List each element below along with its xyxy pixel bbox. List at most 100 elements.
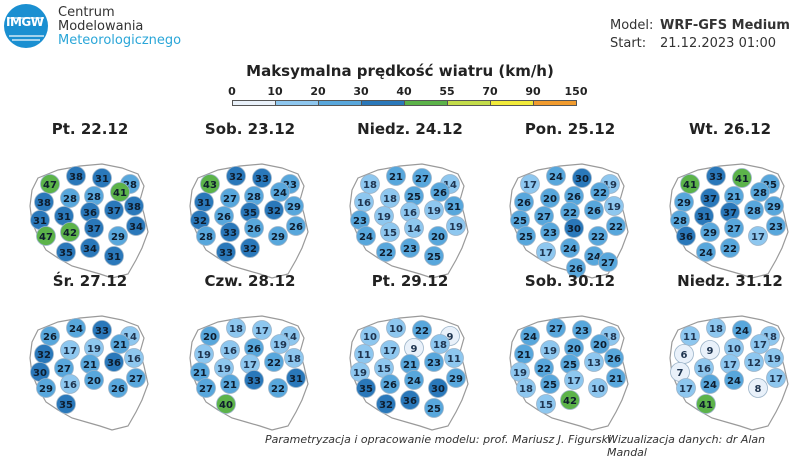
station-circle bbox=[216, 242, 236, 262]
station-marker: 31 bbox=[104, 246, 124, 266]
station-marker: 21 bbox=[444, 196, 464, 216]
scale-tick-label: 10 bbox=[267, 85, 283, 98]
station-marker: 24 bbox=[696, 242, 716, 262]
station-value: 16 bbox=[223, 346, 237, 357]
station-marker: 29 bbox=[268, 226, 288, 246]
scale-segment bbox=[232, 100, 276, 106]
station-value: 27 bbox=[199, 384, 213, 395]
station-value: 21 bbox=[447, 202, 461, 213]
station-marker: 23 bbox=[424, 352, 444, 372]
station-value: 15 bbox=[377, 364, 391, 375]
station-value: 24 bbox=[359, 232, 373, 243]
station-value: 27 bbox=[223, 194, 237, 205]
station-circle bbox=[750, 182, 770, 202]
station-circle bbox=[92, 320, 112, 340]
station-value: 42 bbox=[563, 396, 577, 407]
station-value: 28 bbox=[753, 188, 767, 199]
org-name-line1: Centrum bbox=[58, 5, 115, 20]
station-marker: 16 bbox=[124, 348, 144, 368]
station-circle bbox=[766, 368, 786, 388]
station-value: 28 bbox=[747, 206, 761, 217]
station-circle bbox=[428, 378, 448, 398]
station-value: 19 bbox=[353, 368, 367, 379]
station-marker: 34 bbox=[126, 216, 146, 236]
logo-text: IMGW bbox=[6, 15, 44, 29]
station-value: 32 bbox=[193, 216, 207, 227]
station-marker: 19 bbox=[424, 200, 444, 220]
station-marker: 10 bbox=[386, 318, 406, 338]
station-value: 11 bbox=[683, 332, 697, 343]
station-marker: 19 bbox=[194, 344, 214, 364]
station-value: 24 bbox=[273, 188, 287, 199]
station-marker: 35 bbox=[356, 378, 376, 398]
station-circle bbox=[424, 352, 444, 372]
station-marker: 32 bbox=[240, 238, 260, 258]
station-marker: 11 bbox=[354, 344, 374, 364]
station-circle bbox=[676, 226, 696, 246]
station-circle bbox=[444, 348, 464, 368]
scale-tick-label: 70 bbox=[482, 85, 498, 98]
scale-tick-label: 0 bbox=[228, 85, 236, 98]
station-circle bbox=[404, 218, 424, 238]
station-circle bbox=[564, 218, 584, 238]
org-name-line2: Modelowania bbox=[58, 19, 144, 34]
station-circle bbox=[196, 378, 216, 398]
poland-map: 26 24 33 14 32 17 19 21 16 30 27 21 36 27 29 16 20 26 35 bbox=[10, 292, 170, 442]
station-circle bbox=[200, 174, 220, 194]
station-circle bbox=[66, 166, 86, 186]
station-marker: 36 bbox=[676, 226, 696, 246]
station-circle bbox=[380, 340, 400, 360]
station-value: 11 bbox=[447, 354, 461, 365]
station-value: 23 bbox=[427, 358, 441, 369]
station-circle bbox=[104, 246, 124, 266]
station-value: 17 bbox=[255, 326, 269, 337]
station-circle bbox=[386, 318, 406, 338]
station-value: 18 bbox=[363, 180, 377, 191]
station-value: 30 bbox=[33, 368, 47, 379]
station-circle bbox=[424, 246, 444, 266]
station-marker: 24 bbox=[560, 238, 580, 258]
station-value: 16 bbox=[403, 208, 417, 219]
station-value: 23 bbox=[403, 244, 417, 255]
poland-map: 10 10 22 9 11 17 9 18 11 19 15 21 23 29 35 26 24 30 32 36 25 bbox=[330, 292, 490, 442]
station-value: 22 bbox=[415, 326, 429, 337]
scale-tick-label: 40 bbox=[396, 85, 412, 98]
station-value: 36 bbox=[679, 232, 693, 243]
station-circle bbox=[412, 320, 432, 340]
station-circle bbox=[404, 370, 424, 390]
poland-map: 47 38 31 28 38 28 28 41 38 31 31 36 37 34 47 42 37 29 35 34… bbox=[10, 140, 170, 290]
station-marker: 32 bbox=[376, 394, 396, 414]
station-value: 37 bbox=[87, 224, 101, 235]
station-value: 29 bbox=[287, 202, 301, 213]
station-value: 21 bbox=[83, 360, 97, 371]
station-value: 28 bbox=[673, 216, 687, 227]
station-value: 27 bbox=[57, 364, 71, 375]
station-value: 25 bbox=[519, 232, 533, 243]
station-value: 22 bbox=[267, 358, 281, 369]
station-circle bbox=[270, 182, 290, 202]
day-label: Śr. 27.12 bbox=[52, 272, 128, 290]
station-value: 33 bbox=[95, 326, 109, 337]
station-value: 24 bbox=[727, 376, 741, 387]
day-label: Pt. 22.12 bbox=[51, 120, 129, 138]
station-marker: 41 bbox=[696, 394, 716, 414]
station-value: 27 bbox=[601, 258, 615, 269]
station-value: 17 bbox=[753, 340, 767, 351]
station-circle bbox=[226, 318, 246, 338]
station-marker: 24 bbox=[520, 326, 540, 346]
station-marker: 38 bbox=[34, 192, 54, 212]
day-label: Sob. 23.12 bbox=[204, 120, 296, 138]
station-marker: 19 bbox=[446, 216, 466, 236]
station-marker: 33 bbox=[244, 370, 264, 390]
station-circle bbox=[60, 374, 80, 394]
station-marker: 24 bbox=[700, 374, 720, 394]
station-circle bbox=[560, 238, 580, 258]
poland-map: 11 18 24 18 6 9 10 17 19 7 16 17 12 17 17 24 24 8 41 bbox=[650, 292, 800, 442]
station-value: 30 bbox=[575, 174, 589, 185]
station-value: 26 bbox=[517, 198, 531, 209]
station-circle bbox=[124, 196, 144, 216]
station-value: 24 bbox=[563, 244, 577, 255]
